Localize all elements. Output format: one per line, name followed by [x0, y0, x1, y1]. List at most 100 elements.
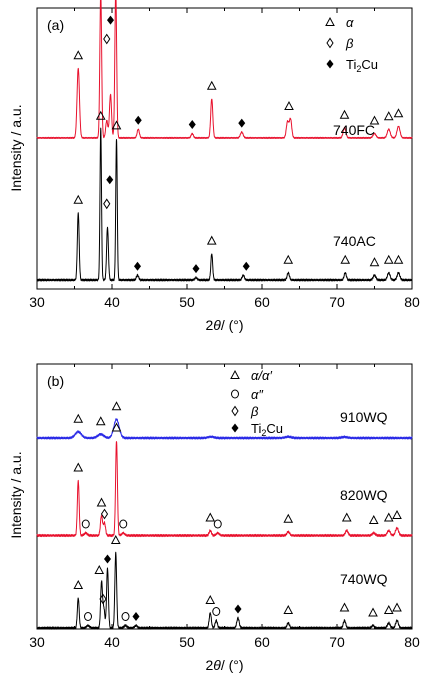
peak-marker-circle-open	[81, 519, 90, 529]
x-axis-label: 2θ/ (°)	[205, 657, 243, 673]
peak-marker-triangle	[369, 115, 380, 125]
peak-marker-circle-open	[84, 612, 92, 621]
legend-marker-diamond-filled	[231, 423, 239, 433]
peak-marker-triangle	[393, 108, 404, 118]
legend-label: α/α′	[251, 368, 272, 383]
peak-marker-triangle	[393, 254, 404, 264]
peak-marker-diamond-filled	[134, 261, 141, 271]
x-tick-label: 80	[404, 294, 420, 310]
peak-marker-diamond-filled	[107, 15, 114, 25]
peak-marker-diamond-filled	[106, 175, 114, 185]
series-line-740AC	[36, 127, 413, 282]
peak-marker-diamond-filled	[188, 120, 196, 130]
peak-marker-triangle	[339, 109, 350, 119]
legend-label: Ti2Cu	[251, 421, 283, 438]
peak-marker-triangle	[383, 111, 394, 121]
series-label-910WQ: 910WQ	[340, 409, 388, 425]
peak-marker-triangle	[283, 254, 294, 264]
series-label-820WQ: 820WQ	[340, 487, 388, 503]
peak-marker-triangle	[111, 120, 122, 130]
x-tick-label: 80	[404, 634, 420, 650]
peak-marker-diamond-open	[103, 33, 111, 45]
peak-marker-triangle	[111, 401, 122, 411]
peak-marker-triangle	[73, 194, 84, 204]
peak-marker-triangle	[369, 257, 380, 267]
y-axis-label: Intensity / a.u.	[8, 451, 24, 538]
peak-marker-diamond-filled	[238, 118, 246, 128]
peak-marker-diamond-filled	[134, 115, 142, 125]
peak-marker-triangle	[283, 604, 294, 614]
series-label-740WQ: 740WQ	[340, 571, 388, 587]
x-tick-label: 60	[254, 634, 270, 650]
peak-marker-triangle	[73, 413, 84, 423]
peak-marker-triangle	[96, 497, 107, 507]
series-line-910WQ	[36, 418, 413, 440]
legend-label: α″	[251, 387, 263, 402]
peak-marker-triangle	[110, 534, 121, 544]
legend-label: β	[250, 404, 259, 419]
series-line-740WQ	[36, 551, 413, 630]
x-tick-label: 70	[329, 294, 345, 310]
peak-marker-diamond-open	[99, 593, 107, 605]
peak-marker-triangle	[383, 254, 394, 264]
peak-marker-triangle	[205, 512, 216, 522]
x-tick-label: 50	[179, 294, 195, 310]
peak-marker-triangle	[383, 512, 394, 522]
legend-label: Ti2Cu	[346, 57, 378, 74]
peak-marker-triangle	[341, 512, 352, 522]
x-tick-label: 40	[104, 294, 120, 310]
peak-marker-triangle	[392, 602, 402, 612]
peak-marker-triangle	[383, 604, 394, 614]
x-tick-label: 50	[179, 634, 195, 650]
series-label-740AC: 740AC	[333, 233, 376, 249]
legend-marker-circle-open	[231, 389, 239, 399]
x-tick-label: 70	[329, 634, 345, 650]
peak-marker-diamond-filled	[192, 264, 200, 274]
y-axis-label: Intensity / a.u.	[8, 104, 24, 191]
peak-marker-triangle	[392, 509, 402, 519]
peak-marker-triangle	[284, 100, 294, 111]
peak-marker-diamond-open	[103, 198, 111, 210]
legend-marker-diamond-open	[231, 405, 239, 417]
peak-marker-triangle	[73, 579, 84, 589]
legend-marker-triangle	[325, 16, 335, 26]
peak-marker-circle-open	[121, 612, 130, 621]
panel-label: (b)	[47, 373, 64, 389]
peak-marker-triangle	[73, 462, 84, 472]
peak-marker-diamond-filled	[132, 612, 140, 621]
peak-marker-circle-open	[213, 519, 222, 529]
series-line-740FC	[36, 0, 413, 140]
peak-marker-diamond-filled	[234, 604, 242, 614]
legend-marker-diamond-filled	[326, 59, 334, 69]
peak-marker-triangle	[111, 422, 122, 432]
peak-marker-circle-open	[119, 519, 128, 529]
x-tick-label: 30	[29, 294, 45, 310]
legend-marker-triangle	[230, 369, 240, 379]
peak-marker-diamond-open	[100, 508, 109, 520]
peak-marker-triangle	[340, 254, 351, 264]
peak-marker-diamond-filled	[104, 554, 111, 564]
legend-label: α	[346, 15, 354, 30]
peak-marker-triangle	[95, 416, 106, 426]
peak-marker-triangle	[73, 50, 84, 60]
x-tick-label: 60	[254, 294, 270, 310]
series-line-820WQ	[36, 441, 413, 538]
peak-marker-diamond-filled	[242, 261, 250, 271]
peak-marker-triangle	[205, 594, 216, 604]
peak-marker-triangle	[283, 513, 294, 523]
legend-label: β	[345, 36, 354, 51]
peak-marker-triangle	[339, 602, 350, 612]
xrd-panel-2: 30 40 50 60 70 80 2θ/ (°) Intensity / a.u. (b) α/…	[8, 363, 420, 673]
peak-marker-circle-open	[212, 607, 221, 616]
peak-marker-triangle	[206, 235, 217, 245]
legend-marker-diamond-open	[326, 37, 334, 49]
xrd-panel-1: 30 40 50 60 70 80 2θ/ (°) Intensity / a.u. (a) αβ…	[8, 0, 420, 333]
x-axis-label: 2θ/ (°)	[205, 317, 243, 333]
peak-marker-triangle	[94, 564, 105, 574]
peak-marker-triangle	[368, 514, 379, 524]
x-tick-label: 30	[29, 634, 45, 650]
panel-label: (a)	[47, 17, 64, 33]
series-label-740FC: 740FC	[333, 122, 375, 138]
peak-marker-triangle	[206, 80, 217, 90]
